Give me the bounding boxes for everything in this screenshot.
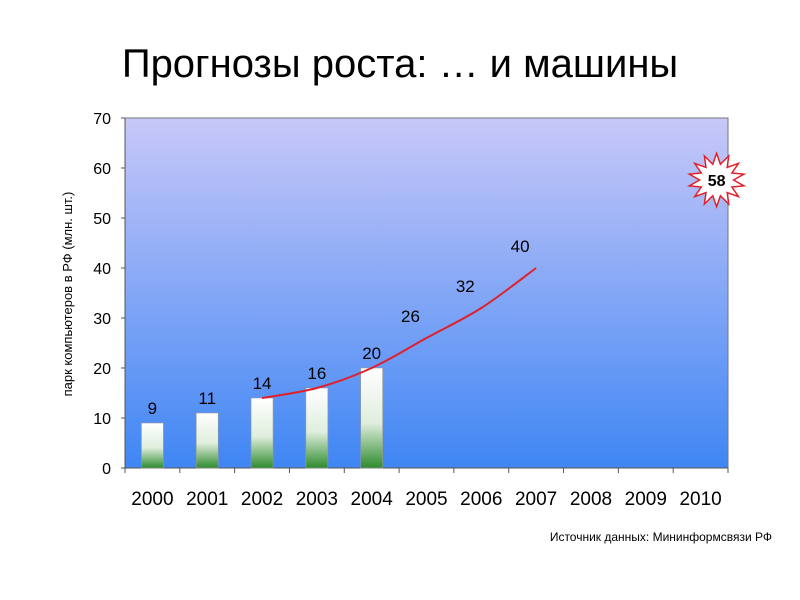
y-tick-label: 50 — [93, 211, 111, 228]
forecast-value-label: 26 — [401, 307, 420, 326]
bar-value-label: 14 — [253, 374, 272, 393]
bar — [360, 367, 383, 469]
callout-value-label: 58 — [708, 173, 726, 190]
bar-value-label: 20 — [362, 344, 381, 363]
y-axis-label: парк компьютеров в РФ (млн. шт.) — [60, 192, 75, 397]
x-tick-label: 2001 — [186, 489, 228, 510]
y-tick-label: 70 — [93, 111, 111, 128]
bar — [250, 397, 274, 469]
x-tick-label: 2006 — [460, 489, 502, 510]
bar — [305, 387, 329, 469]
x-tick-label: 2000 — [131, 489, 173, 510]
x-tick-label: 2010 — [679, 489, 721, 510]
plot-area — [124, 117, 729, 469]
forecast-value-label: 40 — [511, 237, 530, 256]
y-tick-label: 10 — [93, 411, 111, 428]
y-tick-label: 30 — [93, 311, 111, 328]
y-tick-label: 60 — [93, 161, 111, 178]
forecast-value-label: 32 — [456, 277, 475, 296]
source-note: Источник данных: Mининформсвязи РФ — [549, 530, 772, 544]
x-tick-label: 2008 — [570, 489, 612, 510]
y-tick-label: 0 — [102, 461, 111, 478]
x-tick-label: 2005 — [405, 489, 447, 510]
data-labels: 9 11 14 16 20 26 32 40 — [148, 237, 530, 418]
bar-value-label: 16 — [307, 364, 326, 383]
y-tick-label: 40 — [93, 261, 111, 278]
bar — [141, 422, 164, 469]
forecast-line — [261, 267, 537, 399]
bar — [195, 412, 219, 469]
x-tick-label: 2004 — [351, 489, 394, 510]
y-tick-label: 20 — [93, 361, 111, 378]
x-tick-label: 2002 — [241, 489, 283, 510]
x-tick-label: 2007 — [515, 489, 557, 510]
starburst-shape — [686, 151, 747, 209]
x-axis: 2000 2001 2002 2003 2004 2005 2006 2007 2008 2009… — [124, 467, 729, 510]
y-axis: 0 10 20 30 40 50 60 70 — [93, 111, 126, 478]
callout-burst: 58 — [686, 151, 747, 209]
x-tick-label: 2003 — [296, 489, 338, 510]
x-tick-label: 2009 — [625, 489, 667, 510]
bar-value-label: 9 — [148, 399, 157, 418]
bar-value-label: 11 — [198, 389, 216, 408]
slide-title: Прогнозы роста: … и машины — [121, 42, 679, 86]
